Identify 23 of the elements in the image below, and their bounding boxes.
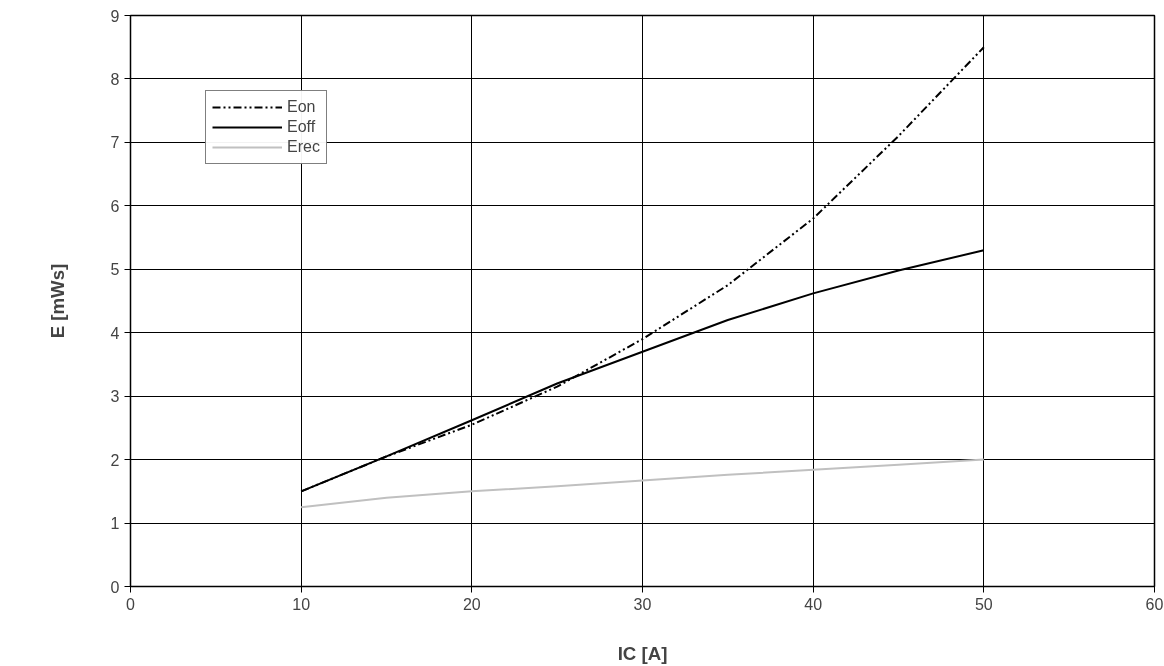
legend-label: Eoff: [287, 118, 316, 136]
y-tick-label: 0: [110, 578, 120, 596]
y-tick-label: 1: [110, 515, 120, 533]
x-tick-label: 60: [1145, 595, 1164, 613]
legend-label: Erec: [287, 138, 320, 156]
y-tick-label: 9: [110, 7, 120, 25]
y-tick-label: 7: [110, 134, 120, 152]
y-axis-title: E [mWs]: [46, 263, 68, 339]
x-tick-label: 30: [633, 595, 652, 613]
x-tick-label: 50: [974, 595, 993, 613]
y-tick-label: 5: [110, 261, 120, 279]
y-tick-label: 8: [110, 70, 120, 88]
x-tick-label: 0: [126, 595, 136, 613]
y-tick-label: 3: [110, 388, 120, 406]
y-tick-label: 2: [110, 451, 120, 469]
x-tick-label: 20: [462, 595, 481, 613]
line-series: [300, 458, 985, 509]
x-axis-title: IC [A]: [617, 642, 668, 664]
legend-label: Eon: [287, 98, 316, 116]
y-tick-label: 6: [110, 197, 120, 215]
x-tick-label: 10: [292, 595, 311, 613]
x-tick-label: 40: [804, 595, 823, 613]
y-tick-label: 4: [110, 324, 120, 342]
